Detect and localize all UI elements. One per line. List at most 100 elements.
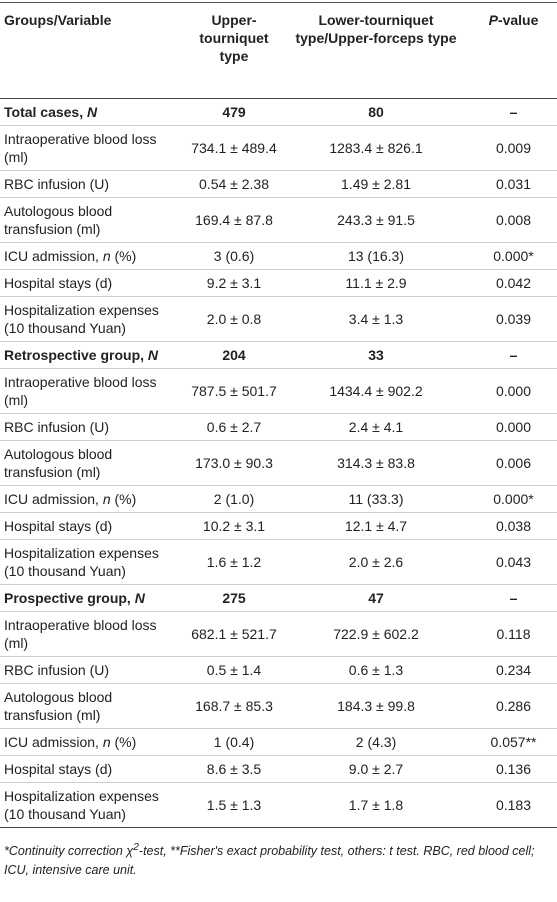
section-text: Prospective group, <box>4 590 135 606</box>
table-row: Hospital stays (d) 10.2 ± 3.1 12.1 ± 4.7 0.… <box>0 512 557 540</box>
table-cell: 173.0 ± 90.3 <box>186 440 282 486</box>
table-cell: 0.000* <box>470 242 557 270</box>
table-cell: 682.1 ± 521.7 <box>186 611 282 657</box>
table-row: ICU admission, n (%) 2 (1.0) 11 (33.3) 0.00… <box>0 485 557 513</box>
table-cell: 0.038 <box>470 512 557 540</box>
table-cell: 9.2 ± 3.1 <box>186 269 282 297</box>
table-row: RBC infusion (U) 0.6 ± 2.7 2.4 ± 4.1 0.000 <box>0 413 557 441</box>
header-cell: Upper-tourniquet type <box>186 2 282 99</box>
header-text: -value <box>497 12 539 28</box>
row-label: Hospitalization expenses (10 thousand Yu… <box>0 296 186 342</box>
row-label: Autologous blood transfusion (ml) <box>0 683 186 729</box>
table-cell: 0.118 <box>470 611 557 657</box>
row-label: Hospitalization expenses (10 thousand Yu… <box>0 782 186 828</box>
table-cell: 3 (0.6) <box>186 242 282 270</box>
table-row: Intraoperative blood loss (ml) 787.5 ± 50… <box>0 368 557 414</box>
section-cell: 479 <box>186 98 282 126</box>
table-row: ICU admission, n (%) 1 (0.4) 2 (4.3) 0.057*… <box>0 728 557 756</box>
table-cell: 0.000* <box>470 485 557 513</box>
table-cell: 0.006 <box>470 440 557 486</box>
row-label: ICU admission, n (%) <box>0 242 186 270</box>
table-cell: 0.057** <box>470 728 557 756</box>
table-row: Intraoperative blood loss (ml) 734.1 ± 48… <box>0 125 557 171</box>
table-cell: 11 (33.3) <box>282 485 470 513</box>
table-cell: 0.009 <box>470 125 557 171</box>
table-cell: 0.234 <box>470 656 557 684</box>
section-cell: 33 <box>282 341 470 369</box>
row-label: RBC infusion (U) <box>0 413 186 441</box>
row-label: Hospital stays (d) <box>0 512 186 540</box>
table-cell: 0.039 <box>470 296 557 342</box>
row-label: Intraoperative blood loss (ml) <box>0 368 186 414</box>
section-label: Retrospective group, N <box>0 341 186 369</box>
section-var: N <box>134 590 145 606</box>
row-label: Hospital stays (d) <box>0 755 186 783</box>
table-cell: 169.4 ± 87.8 <box>186 197 282 243</box>
table-cell: 0.5 ± 1.4 <box>186 656 282 684</box>
table-row: Hospital stays (d) 9.2 ± 3.1 11.1 ± 2.9 0.0… <box>0 269 557 297</box>
table-cell: 0.6 ± 2.7 <box>186 413 282 441</box>
table-cell: 10.2 ± 3.1 <box>186 512 282 540</box>
table-cell: 0.043 <box>470 539 557 585</box>
row-label: Autologous blood transfusion (ml) <box>0 197 186 243</box>
row-label: Autologous blood transfusion (ml) <box>0 440 186 486</box>
table-cell: 0.183 <box>470 782 557 828</box>
table-cell: 2.4 ± 4.1 <box>282 413 470 441</box>
table-row: Hospitalization expenses (10 thousand Yu… <box>0 296 557 342</box>
footnote-part: -test, **Fisher's exact probability test… <box>4 844 535 878</box>
section-label: Total cases, N <box>0 98 186 126</box>
table-cell: 0.286 <box>470 683 557 729</box>
row-label: Intraoperative blood loss (ml) <box>0 611 186 657</box>
table-cell: 0.136 <box>470 755 557 783</box>
row-label: Hospitalization expenses (10 thousand Yu… <box>0 539 186 585</box>
header-row: Groups/Variable Upper-tourniquet type Lo… <box>0 2 557 99</box>
section-row: Retrospective group, N 204 33– <box>0 341 557 369</box>
label-part: (%) <box>110 248 137 264</box>
table-cell: 0.6 ± 1.3 <box>282 656 470 684</box>
table-cell: 2 (4.3) <box>282 728 470 756</box>
table-cell: 722.9 ± 602.2 <box>282 611 470 657</box>
table-cell: 243.3 ± 91.5 <box>282 197 470 243</box>
table-cell: 0.000 <box>470 413 557 441</box>
table-row: Hospitalization expenses (10 thousand Yu… <box>0 782 557 828</box>
table-cell: 8.6 ± 3.5 <box>186 755 282 783</box>
header-italic: P <box>488 12 498 28</box>
table-cell: 1.49 ± 2.81 <box>282 170 470 198</box>
row-label: ICU admission, n (%) <box>0 728 186 756</box>
table-cell: 1.5 ± 1.3 <box>186 782 282 828</box>
row-label: RBC infusion (U) <box>0 170 186 198</box>
section-var: N <box>87 104 98 120</box>
table-cell: 787.5 ± 501.7 <box>186 368 282 414</box>
table-cell: 734.1 ± 489.4 <box>186 125 282 171</box>
table-body: Total cases, N 479 80– Intraoperative blood… <box>0 98 557 828</box>
table-row: Intraoperative blood loss (ml) 682.1 ± 52… <box>0 611 557 657</box>
table-cell: 3.4 ± 1.3 <box>282 296 470 342</box>
section-var: N <box>147 347 159 363</box>
table-row: Hospitalization expenses (10 thousand Yu… <box>0 539 557 585</box>
table-cell: 0.042 <box>470 269 557 297</box>
table-cell: 184.3 ± 99.8 <box>282 683 470 729</box>
label-part: n <box>102 734 111 750</box>
table-cell: 11.1 ± 2.9 <box>282 269 470 297</box>
label-part: (%) <box>110 734 137 750</box>
footnote: *Continuity correction χ2-test, **Fisher… <box>0 828 557 880</box>
section-cell: 204 <box>186 341 282 369</box>
table-cell: 314.3 ± 83.8 <box>282 440 470 486</box>
label-part: (%) <box>110 491 137 507</box>
table-cell: 168.7 ± 85.3 <box>186 683 282 729</box>
section-cell: – <box>470 341 557 369</box>
table-row: Autologous blood transfusion (ml) 168.7 ±… <box>0 683 557 729</box>
table-row: Hospital stays (d) 8.6 ± 3.5 9.0 ± 2.7 0.13… <box>0 755 557 783</box>
section-cell: – <box>470 584 557 612</box>
section-text: Total cases, <box>4 104 88 120</box>
header-cell: Lower-tourniquet type/Upper-forceps type <box>282 2 470 99</box>
footnote-part: 2 <box>133 842 139 853</box>
table-cell: 0.54 ± 2.38 <box>186 170 282 198</box>
table-cell: 1434.4 ± 902.2 <box>282 368 470 414</box>
table-cell: 2 (1.0) <box>186 485 282 513</box>
table-row: Autologous blood transfusion (ml) 173.0 ±… <box>0 440 557 486</box>
section-cell: – <box>470 98 557 126</box>
table-cell: 0.031 <box>470 170 557 198</box>
section-text: Retrospective group, <box>4 347 148 363</box>
